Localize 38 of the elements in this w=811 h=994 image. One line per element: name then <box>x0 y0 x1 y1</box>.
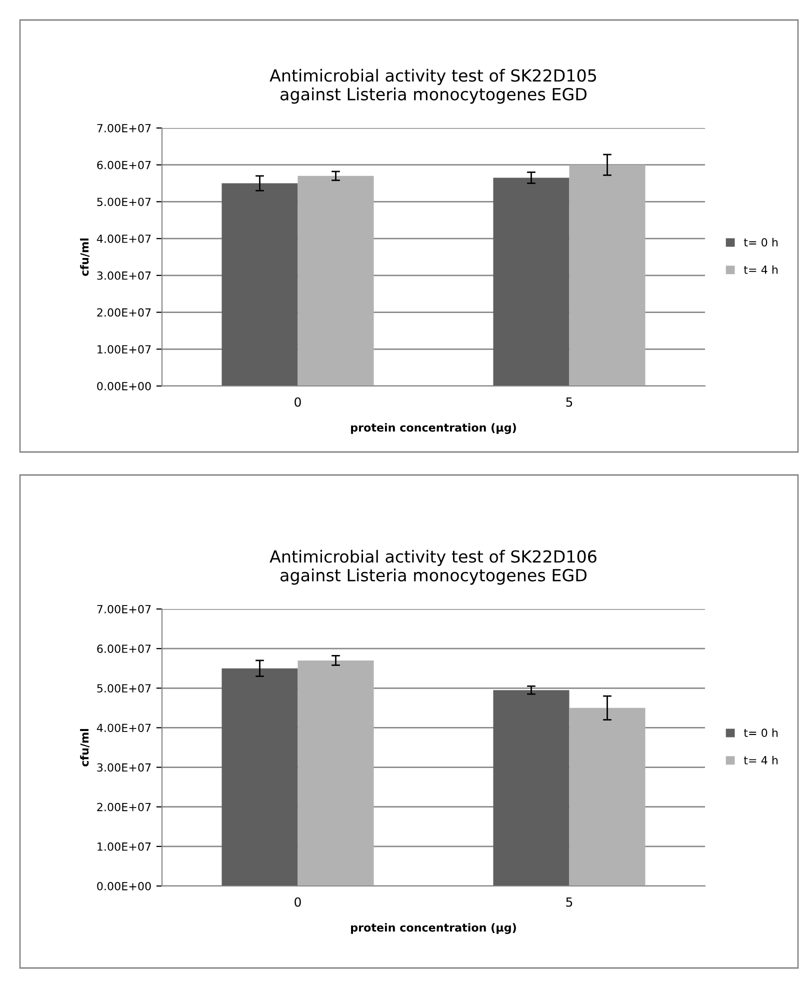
y-tick-label: 6.00E+07 <box>97 644 151 653</box>
legend-label: t= 0 h <box>744 728 778 738</box>
y-tick-label: 4.00E+07 <box>96 234 151 243</box>
y-tick-label: 2.00E+07 <box>97 802 151 812</box>
bar <box>493 690 570 886</box>
x-tick-label: 0 <box>294 397 301 407</box>
legend-label: t= 4 h <box>744 756 778 764</box>
y-tick-label: 2.00E+07 <box>97 308 151 317</box>
x-tick-label: 5 <box>566 897 572 907</box>
y-tick-label: 0.00E+00 <box>97 882 151 890</box>
bar <box>569 708 646 886</box>
y-tick-label: 6.00E+07 <box>97 160 151 170</box>
y-tick-label: 1.00E+07 <box>98 842 151 851</box>
y-axis-title: cfu/ml <box>80 238 90 276</box>
x-tick-label: 0 <box>294 897 301 907</box>
bar <box>222 183 298 386</box>
y-tick-label: 0.00E+00 <box>97 382 151 390</box>
bar <box>298 660 374 886</box>
x-axis-title: protein concentration (µg) <box>351 923 516 934</box>
y-tick-label: 5.00E+07 <box>97 198 151 206</box>
y-tick-label: 3.00E+07 <box>97 271 151 280</box>
bar <box>493 178 570 386</box>
chart-title: Antimicrobial activity test of SK22D105 against Listeria monocytogenes EGD <box>270 68 596 104</box>
bar <box>298 176 374 386</box>
y-tick-label: 4.00E+07 <box>96 724 151 732</box>
y-tick-label: 1.00E+07 <box>98 345 151 354</box>
y-tick-label: 7.00E+07 <box>97 604 151 614</box>
legend-label: t= 4 h <box>744 265 778 274</box>
y-tick-label: 5.00E+07 <box>97 684 151 693</box>
y-axis-title: cfu/ml <box>80 729 90 766</box>
legend-label: t= 0 h <box>744 238 778 247</box>
bar <box>222 668 298 886</box>
chart-title: Antimicrobial activity test of SK22D106 against Listeria monocytogenes EGD <box>270 550 596 585</box>
y-tick-label: 3.00E+07 <box>97 763 151 772</box>
y-tick-label: 7.00E+07 <box>97 124 151 132</box>
x-tick-label: 5 <box>566 397 572 407</box>
x-axis-title: protein concentration (µg) <box>351 423 516 434</box>
bar <box>569 164 646 386</box>
